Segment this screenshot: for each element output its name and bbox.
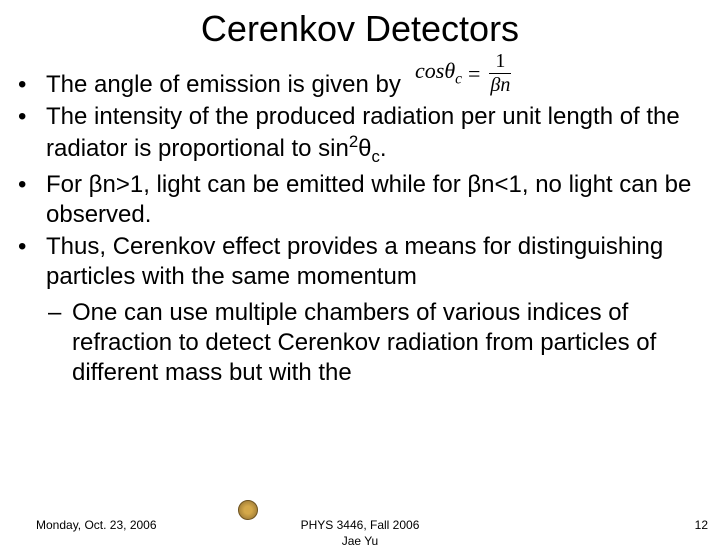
bullet3-a: For (46, 171, 89, 198)
sub-bullet-item: – One can use multiple chambers of vario… (48, 298, 702, 388)
bullet-marker: • (18, 170, 46, 230)
eq-cos: cos (415, 58, 444, 83)
equation-lhs: cosθc (415, 58, 462, 88)
slide-title: Cerenkov Detectors (0, 0, 720, 50)
eq-n: n (500, 74, 510, 96)
bullet-text: For βn>1, light can be emitted while for… (46, 170, 702, 230)
university-seal-icon (238, 500, 258, 520)
eq-numerator: 1 (489, 50, 511, 74)
bullet-item: • The intensity of the produced radiatio… (18, 102, 702, 168)
bullet-marker: • (18, 102, 46, 168)
bullet-marker: • (18, 70, 46, 100)
footer-center: PHYS 3446, Fall 2006 Jae Yu (301, 518, 420, 549)
bullet2-end: . (380, 135, 387, 162)
bullet2-sup: 2 (349, 132, 358, 151)
bullet3-b: , light can be emitted while for (143, 171, 467, 198)
sub-bullet-marker: – (48, 298, 72, 388)
footer-date: Monday, Oct. 23, 2006 (36, 518, 157, 532)
eq-denominator: βn (486, 74, 514, 97)
footer-page-number: 12 (695, 518, 708, 532)
footer-course: PHYS 3446, Fall 2006 (301, 518, 420, 532)
bullet-text: The intensity of the produced radiation … (46, 102, 702, 168)
sub-bullet-text: One can use multiple chambers of various… (72, 298, 702, 388)
bullet-item: • For βn>1, light can be emitted while f… (18, 170, 702, 230)
bullet-item: • The angle of emission is given by (18, 70, 702, 100)
eq-theta: θ (444, 58, 455, 83)
bullet2-theta: θ (358, 135, 371, 162)
bullet-text: The angle of emission is given by (46, 70, 702, 100)
eq-beta: β (490, 74, 500, 96)
bullet-item: • Thus, Cerenkov effect provides a means… (18, 232, 702, 292)
bullet3-bn2: βn<1 (467, 171, 522, 198)
bullet-marker: • (18, 232, 46, 292)
eq-theta-sub: c (455, 71, 462, 88)
slide-content: • The angle of emission is given by • Th… (0, 50, 720, 388)
emission-angle-equation: cosθc = 1 βn (415, 50, 514, 97)
bullet3-bn1: βn>1 (89, 171, 144, 198)
bullet-text: Thus, Cerenkov effect provides a means f… (46, 232, 702, 292)
eq-equals: = (468, 61, 480, 87)
bullet2-sub: c (372, 147, 380, 166)
footer-author: Jae Yu (342, 534, 378, 548)
equation-fraction: 1 βn (486, 50, 514, 97)
